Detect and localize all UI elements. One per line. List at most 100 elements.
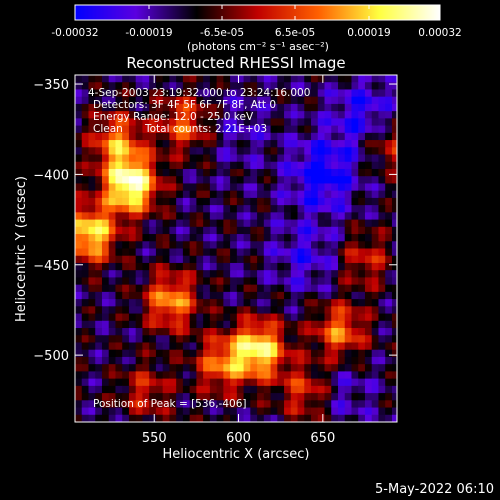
heatmap-pixel [257, 270, 265, 279]
heatmap-pixel [277, 277, 285, 286]
heatmap-pixel [344, 378, 353, 387]
heatmap-pixel [149, 161, 157, 170]
heatmap-pixel [331, 125, 339, 134]
heatmap-pixel [311, 183, 319, 192]
heatmap-pixel [155, 205, 164, 213]
heatmap-pixel [75, 349, 83, 358]
heatmap-pixel [149, 190, 157, 199]
heatmap-pixel [182, 197, 191, 206]
heatmap-pixel [135, 161, 144, 170]
heatmap-pixel [311, 400, 319, 409]
heatmap-pixel [223, 320, 231, 329]
heatmap-pixel [236, 393, 245, 401]
heatmap-pixel [337, 205, 346, 213]
heatmap-pixel [223, 248, 231, 257]
heatmap-pixel [88, 349, 96, 358]
heatmap-pixel [250, 219, 258, 228]
heatmap-pixel [95, 96, 103, 105]
heatmap-pixel [317, 132, 326, 141]
heatmap-pixel [358, 270, 366, 279]
heatmap-pixel [88, 299, 96, 307]
heatmap-pixel [169, 400, 177, 409]
heatmap-pixel [230, 176, 238, 185]
heatmap-pixel [162, 132, 171, 141]
heatmap-pixel [371, 226, 380, 235]
heatmap-pixel [135, 147, 144, 156]
heatmap-pixel [304, 183, 312, 192]
heatmap-pixel [128, 96, 137, 105]
heatmap-pixel [88, 219, 96, 228]
heatmap-pixel [324, 219, 332, 228]
heatmap-pixel [142, 407, 150, 416]
heatmap-pixel [115, 393, 123, 401]
heatmap-pixel [203, 205, 211, 213]
heatmap-pixel [209, 356, 218, 365]
heatmap-pixel [337, 118, 346, 127]
heatmap-pixel [81, 320, 90, 329]
heatmap-pixel [385, 328, 393, 336]
heatmap-pixel [88, 234, 96, 242]
heatmap-pixel [236, 111, 245, 119]
heatmap-pixel [277, 103, 285, 112]
heatmap-pixel [263, 248, 272, 257]
heatmap-pixel [257, 378, 265, 387]
heatmap-pixel [142, 212, 150, 221]
heatmap-pixel [243, 118, 251, 127]
heatmap-pixel [385, 262, 393, 271]
heatmap-pixel [108, 248, 117, 257]
heatmap-pixel [209, 414, 218, 422]
heatmap-pixel [216, 103, 224, 112]
heatmap-pixel [364, 378, 373, 387]
heatmap-pixel [216, 393, 224, 401]
heatmap-pixel [169, 349, 177, 358]
heatmap-pixel [203, 219, 211, 228]
heatmap-pixel [216, 356, 224, 365]
heatmap-pixel [297, 335, 305, 344]
heatmap-pixel [88, 154, 96, 163]
heatmap-pixel [364, 349, 373, 358]
heatmap-pixel [263, 125, 272, 134]
heatmap-pixel [364, 313, 373, 322]
heatmap-pixel [277, 197, 285, 206]
heatmap-pixel [230, 111, 238, 119]
heatmap-pixel [162, 371, 171, 380]
heatmap-pixel [162, 197, 171, 206]
heatmap-pixel [182, 407, 191, 416]
heatmap-pixel [304, 140, 312, 148]
heatmap-pixel [162, 226, 171, 235]
heatmap-pixel [115, 414, 123, 422]
heatmap-pixel [216, 212, 224, 221]
heatmap-pixel [331, 320, 339, 329]
heatmap-pixel [297, 103, 305, 112]
heatmap-pixel [391, 212, 397, 221]
heatmap-pixel [115, 407, 123, 416]
heatmap-pixel [230, 103, 238, 112]
heatmap-pixel [149, 299, 157, 307]
heatmap-pixel [108, 140, 117, 148]
heatmap-pixel [263, 306, 272, 315]
heatmap-pixel [230, 356, 238, 365]
heatmap-pixel [169, 226, 177, 235]
heatmap-pixel [196, 313, 204, 322]
heatmap-pixel [243, 385, 251, 394]
heatmap-pixel [128, 219, 137, 228]
heatmap-pixel [115, 89, 123, 98]
heatmap-pixel [162, 407, 171, 416]
heatmap-pixel [81, 212, 90, 221]
heatmap-pixel [290, 89, 299, 98]
heatmap-pixel [88, 103, 96, 112]
heatmap-pixel [378, 176, 386, 185]
annotation-total-counts: Total counts: 2.21E+03 [144, 123, 267, 135]
heatmap-pixel [209, 342, 218, 351]
heatmap-pixel [81, 219, 90, 228]
heatmap-pixel [378, 284, 386, 293]
heatmap-pixel [344, 342, 353, 351]
heatmap-pixel [149, 212, 157, 221]
heatmap-pixel [243, 356, 251, 365]
heatmap-pixel [176, 328, 184, 336]
heatmap-pixel [311, 349, 319, 358]
heatmap-pixel [216, 75, 224, 83]
heatmap-pixel [223, 306, 231, 315]
heatmap-pixel [257, 299, 265, 307]
heatmap-pixel [344, 161, 353, 170]
